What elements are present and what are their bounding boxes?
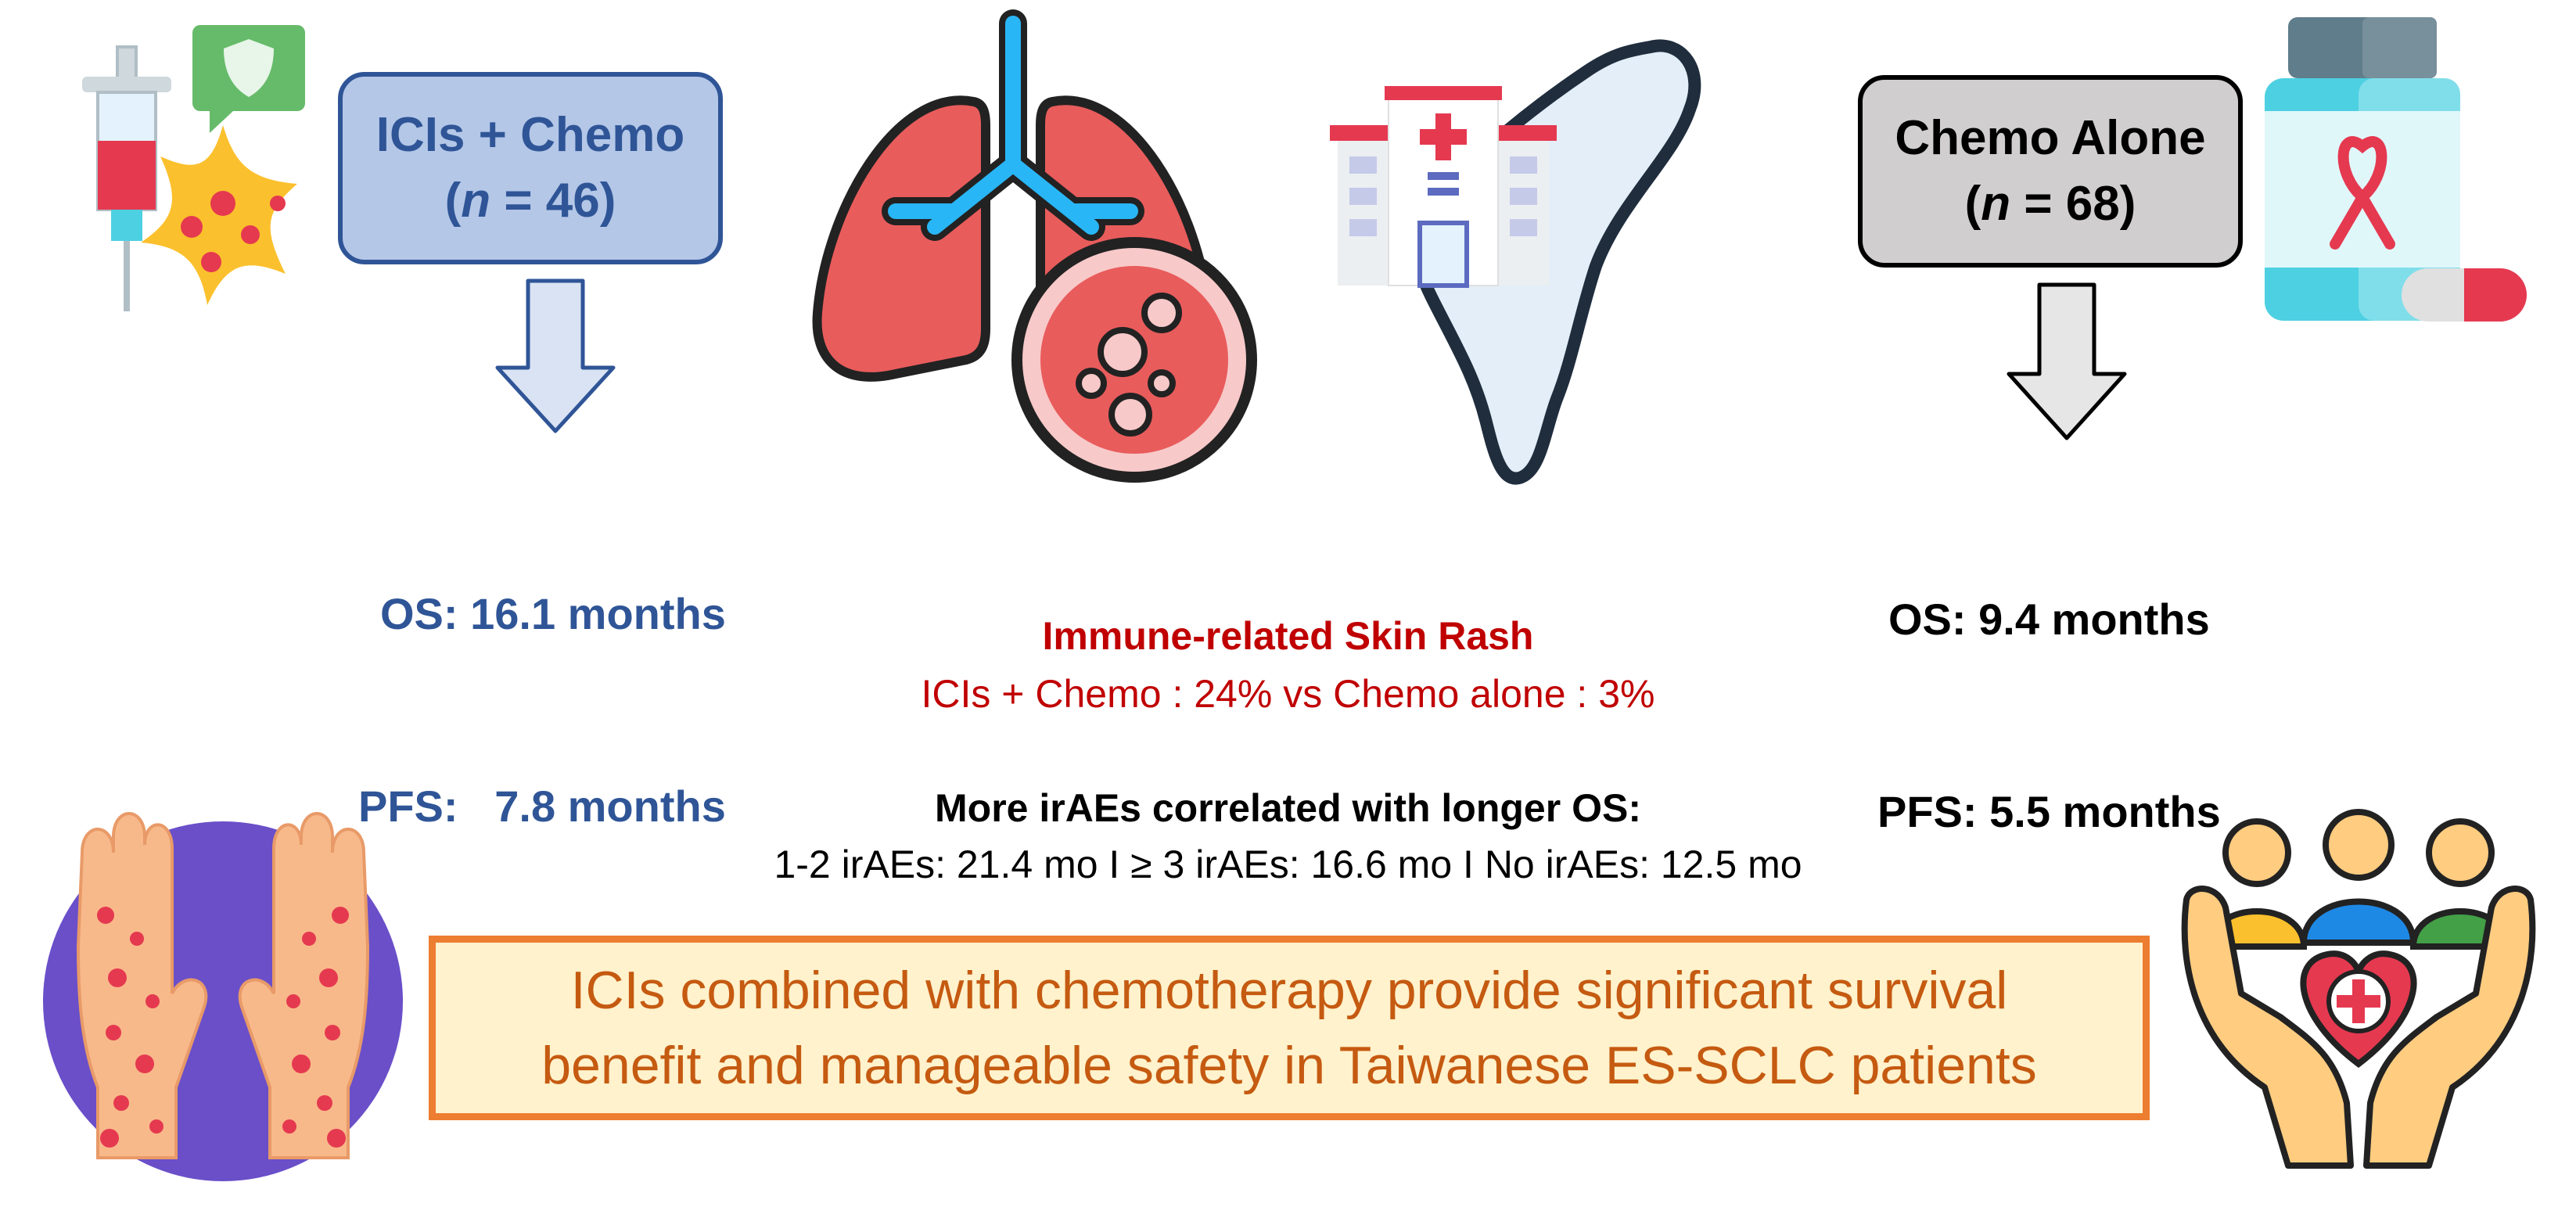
hospital-icon bbox=[1330, 86, 1557, 288]
chemo-alone-box: Chemo Alone (n = 68) bbox=[1858, 75, 2243, 268]
conclusion-line-1: ICIs combined with chemotherapy provide … bbox=[570, 961, 2008, 1020]
skin-rash-title: Immune-related Skin Rash bbox=[1042, 614, 1534, 658]
chemo-alone-stats: OS: 9.4 months PFS: 5.5 months bbox=[1877, 459, 2221, 908]
caring-hands-icon bbox=[2181, 809, 2536, 1169]
ici-chemo-n: (n = 46) bbox=[444, 174, 616, 228]
medicine-bottle-icon bbox=[2265, 17, 2460, 321]
chemo-pfs: PFS: 5.5 months bbox=[1877, 787, 2221, 836]
ici-chemo-box: ICIs + Chemo (n = 46) bbox=[338, 72, 723, 264]
ici-chemo-label: ICIs + Chemo bbox=[375, 108, 685, 162]
chemo-alone-n: (n = 68) bbox=[1964, 177, 2136, 231]
ici-arrow bbox=[495, 278, 616, 433]
chemo-os: OS: 9.4 months bbox=[1888, 595, 2210, 644]
skin-rash-comparison: ICIs + Chemo : 24% vs Chemo alone : 3% bbox=[921, 672, 1655, 716]
irae-stats: 1-2 irAEs: 21.4 mo I ≥ 3 irAEs: 16.6 mo … bbox=[774, 843, 1802, 886]
irae-title: More irAEs correlated with longer OS: bbox=[935, 786, 1641, 830]
conclusion-box: ICIs combined with chemotherapy provide … bbox=[429, 936, 2150, 1120]
ici-chemo-stats: OS: 16.1 months PFS: 7.8 months bbox=[358, 454, 726, 903]
ici-pfs: PFS: 7.8 months bbox=[358, 781, 726, 831]
conclusion-line-2: benefit and manageable safety in Taiwane… bbox=[541, 1036, 2037, 1095]
lungs-icon bbox=[812, 9, 1257, 483]
syringe-icon bbox=[82, 45, 171, 311]
chemo-arrow bbox=[2007, 282, 2127, 440]
pill-icon bbox=[2402, 268, 2527, 322]
rash-hands-icon bbox=[43, 812, 403, 1181]
ici-os: OS: 16.1 months bbox=[379, 589, 726, 638]
shield-chat-icon bbox=[192, 25, 305, 133]
chemo-alone-label: Chemo Alone bbox=[1895, 111, 2206, 165]
virus-icon bbox=[141, 125, 297, 305]
